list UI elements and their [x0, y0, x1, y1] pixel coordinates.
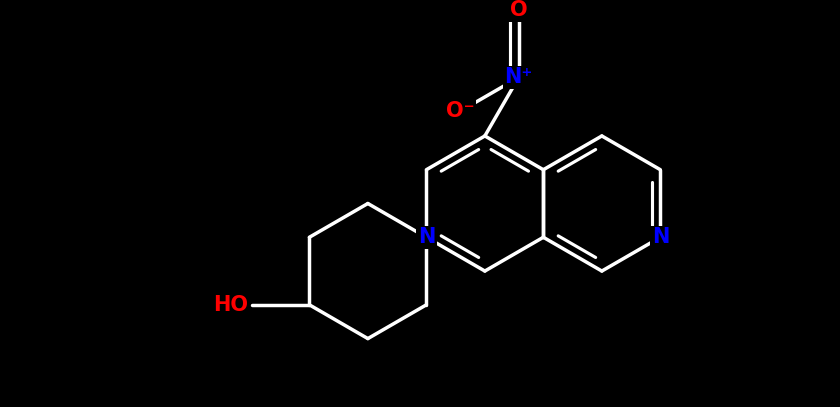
- Text: HO: HO: [213, 295, 248, 315]
- Text: N: N: [417, 227, 435, 247]
- Text: O: O: [510, 0, 528, 20]
- Text: O⁻: O⁻: [446, 101, 475, 121]
- Text: N⁺: N⁺: [505, 68, 533, 88]
- Text: N: N: [652, 227, 669, 247]
